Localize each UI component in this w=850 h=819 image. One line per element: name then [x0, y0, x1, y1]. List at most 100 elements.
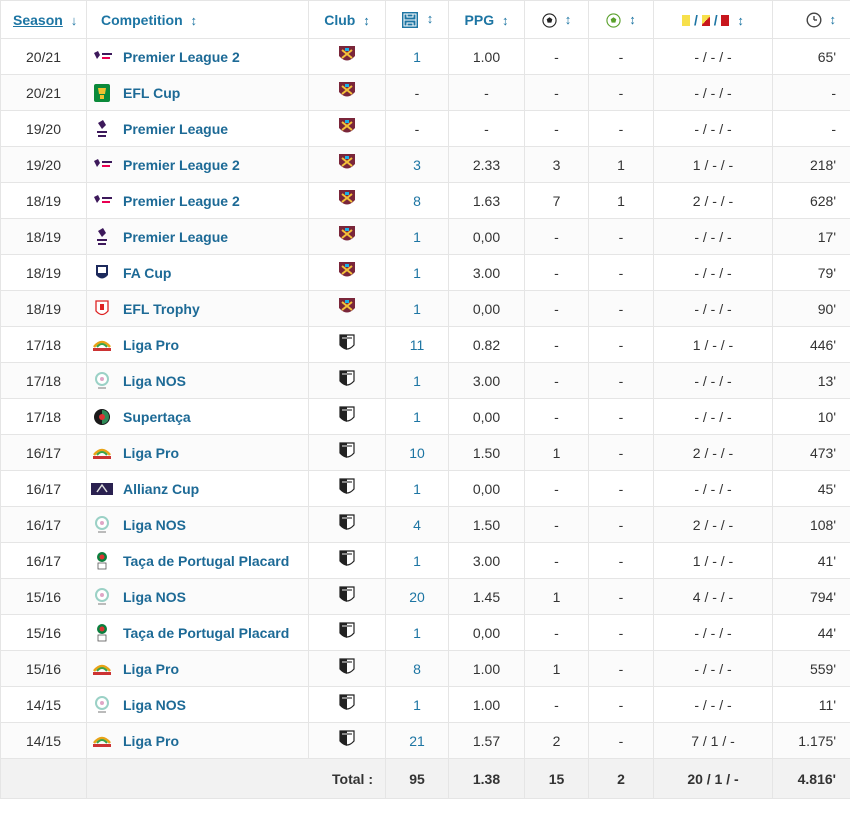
appearances-cell[interactable]: 10	[385, 434, 449, 471]
goals-header[interactable]: ↕	[524, 0, 589, 39]
taca-de-portugal-logo[interactable]	[91, 551, 113, 571]
competition-link[interactable]: Liga NOS	[123, 516, 187, 533]
competition-link[interactable]: EFL Cup	[123, 84, 181, 101]
premier-league-2-logo[interactable]	[91, 155, 113, 175]
appearances-cell[interactable]: 1	[385, 362, 449, 399]
competition-link[interactable]: Liga Pro	[123, 732, 180, 749]
appearances-cell[interactable]: 21	[385, 722, 449, 759]
vitoria-guimaraes-crest-icon[interactable]	[339, 693, 355, 716]
west-ham-crest-icon[interactable]	[338, 117, 356, 140]
premier-league-2-logo[interactable]	[91, 191, 113, 211]
sort-icon[interactable]: ↕	[737, 12, 744, 28]
table-row: 19/20 Premier League - - - - - / - / - -	[0, 110, 850, 147]
goals-cell: 1	[524, 578, 589, 615]
appearances-cell[interactable]: 1	[385, 398, 449, 435]
competition-link[interactable]: Taça de Portugal Placard	[123, 624, 290, 641]
liga-pro-logo[interactable]	[91, 443, 113, 463]
west-ham-crest-icon[interactable]	[338, 261, 356, 284]
competition-link[interactable]: Premier League 2	[123, 192, 240, 209]
appearances-cell[interactable]: 1	[385, 470, 449, 507]
liga-nos-logo[interactable]	[91, 371, 113, 391]
vitoria-guimaraes-crest-icon[interactable]	[339, 513, 355, 536]
club-header[interactable]: Club ↕	[308, 0, 386, 39]
appearances-cell[interactable]: 11	[385, 326, 449, 363]
appearances-cell[interactable]: 1	[385, 38, 449, 75]
sort-icon[interactable]: ↕	[363, 12, 370, 28]
vitoria-guimaraes-crest-icon[interactable]	[339, 549, 355, 572]
appearances-cell[interactable]: 1	[385, 290, 449, 327]
appearances-cell[interactable]: 1	[385, 686, 449, 723]
sort-icon[interactable]: ↕	[501, 12, 509, 28]
sort-icon[interactable]: ↕	[829, 11, 837, 27]
vitoria-guimaraes-crest-icon[interactable]	[339, 405, 355, 428]
vitoria-guimaraes-crest-icon[interactable]	[339, 333, 355, 356]
appearances-cell[interactable]: 1	[385, 218, 449, 255]
fa-cup-logo[interactable]	[91, 263, 113, 283]
competition-link[interactable]: Premier League 2	[123, 48, 240, 65]
competition-link[interactable]: Premier League	[123, 120, 229, 137]
vitoria-guimaraes-crest-icon[interactable]	[339, 621, 355, 644]
efl-trophy-logo[interactable]	[91, 299, 113, 319]
premier-league-2-logo[interactable]	[91, 47, 113, 67]
ppg-header[interactable]: PPG ↕	[448, 0, 525, 39]
sort-icon[interactable]: ↕	[564, 12, 572, 28]
competition-link[interactable]: Liga NOS	[123, 372, 187, 389]
appearances-cell[interactable]: 8	[385, 182, 449, 219]
competition-link[interactable]: Allianz Cup	[123, 480, 200, 497]
premier-league-logo[interactable]	[91, 119, 113, 139]
supertaca-logo[interactable]	[91, 407, 113, 427]
vitoria-guimaraes-crest-icon[interactable]	[339, 369, 355, 392]
premier-league-logo[interactable]	[91, 227, 113, 247]
appearances-cell[interactable]: 1	[385, 254, 449, 291]
west-ham-crest-icon[interactable]	[338, 81, 356, 104]
west-ham-crest-icon[interactable]	[338, 153, 356, 176]
season-header[interactable]: Season ↓	[0, 0, 87, 39]
competition-link[interactable]: FA Cup	[123, 264, 172, 281]
sort-icon[interactable]: ↕	[426, 11, 434, 27]
appearances-cell[interactable]: 1	[385, 614, 449, 651]
sort-icon[interactable]: ↕	[190, 12, 198, 28]
vitoria-guimaraes-crest-icon[interactable]	[339, 585, 355, 608]
west-ham-crest-icon[interactable]	[338, 225, 356, 248]
appearances-cell[interactable]: 4	[385, 506, 449, 543]
appearances-header[interactable]: ↕	[385, 0, 449, 39]
yellow-card-icon	[682, 15, 691, 27]
sort-icon[interactable]: ↕	[629, 12, 636, 28]
appearances-cell[interactable]: 1	[385, 542, 449, 579]
liga-pro-logo[interactable]	[91, 335, 113, 355]
competition-link[interactable]: EFL Trophy	[123, 300, 200, 317]
appearances-cell[interactable]: 20	[385, 578, 449, 615]
liga-pro-logo[interactable]	[91, 659, 113, 679]
west-ham-crest-icon[interactable]	[338, 297, 356, 320]
competition-link[interactable]: Liga NOS	[123, 696, 187, 713]
efl-cup-logo[interactable]	[91, 83, 113, 103]
liga-nos-logo[interactable]	[91, 515, 113, 535]
competition-link[interactable]: Liga Pro	[123, 444, 180, 461]
taca-de-portugal-logo[interactable]	[91, 623, 113, 643]
vitoria-guimaraes-crest-icon[interactable]	[339, 441, 355, 464]
appearances-cell[interactable]: 3	[385, 146, 449, 183]
competition-header[interactable]: Competition ↕	[86, 0, 309, 39]
west-ham-crest-icon[interactable]	[338, 189, 356, 212]
vitoria-guimaraes-crest-icon[interactable]	[339, 477, 355, 500]
assists-header[interactable]: ↕	[588, 0, 654, 39]
liga-pro-logo[interactable]	[91, 731, 113, 751]
west-ham-crest-icon[interactable]	[338, 45, 356, 68]
vitoria-guimaraes-crest-icon[interactable]	[339, 729, 355, 752]
sort-desc-icon[interactable]: ↓	[70, 12, 78, 28]
competition-link[interactable]: Premier League 2	[123, 156, 240, 173]
vitoria-guimaraes-crest-icon[interactable]	[339, 657, 355, 680]
competition-link[interactable]: Taça de Portugal Placard	[123, 552, 290, 569]
appearances-cell[interactable]: 8	[385, 650, 449, 687]
table-row: 18/19 EFL Trophy 1 0,00 - - - / - / - 90…	[0, 290, 850, 327]
competition-link[interactable]: Liga Pro	[123, 660, 180, 677]
competition-link[interactable]: Liga NOS	[123, 588, 187, 605]
liga-nos-logo[interactable]	[91, 587, 113, 607]
minutes-header[interactable]: ↕	[772, 0, 850, 39]
allianz-cup-logo[interactable]	[91, 479, 113, 499]
competition-link[interactable]: Liga Pro	[123, 336, 180, 353]
cards-header[interactable]: / / ↕	[653, 0, 773, 39]
competition-link[interactable]: Supertaça	[123, 408, 191, 425]
liga-nos-logo[interactable]	[91, 695, 113, 715]
competition-link[interactable]: Premier League	[123, 228, 229, 245]
